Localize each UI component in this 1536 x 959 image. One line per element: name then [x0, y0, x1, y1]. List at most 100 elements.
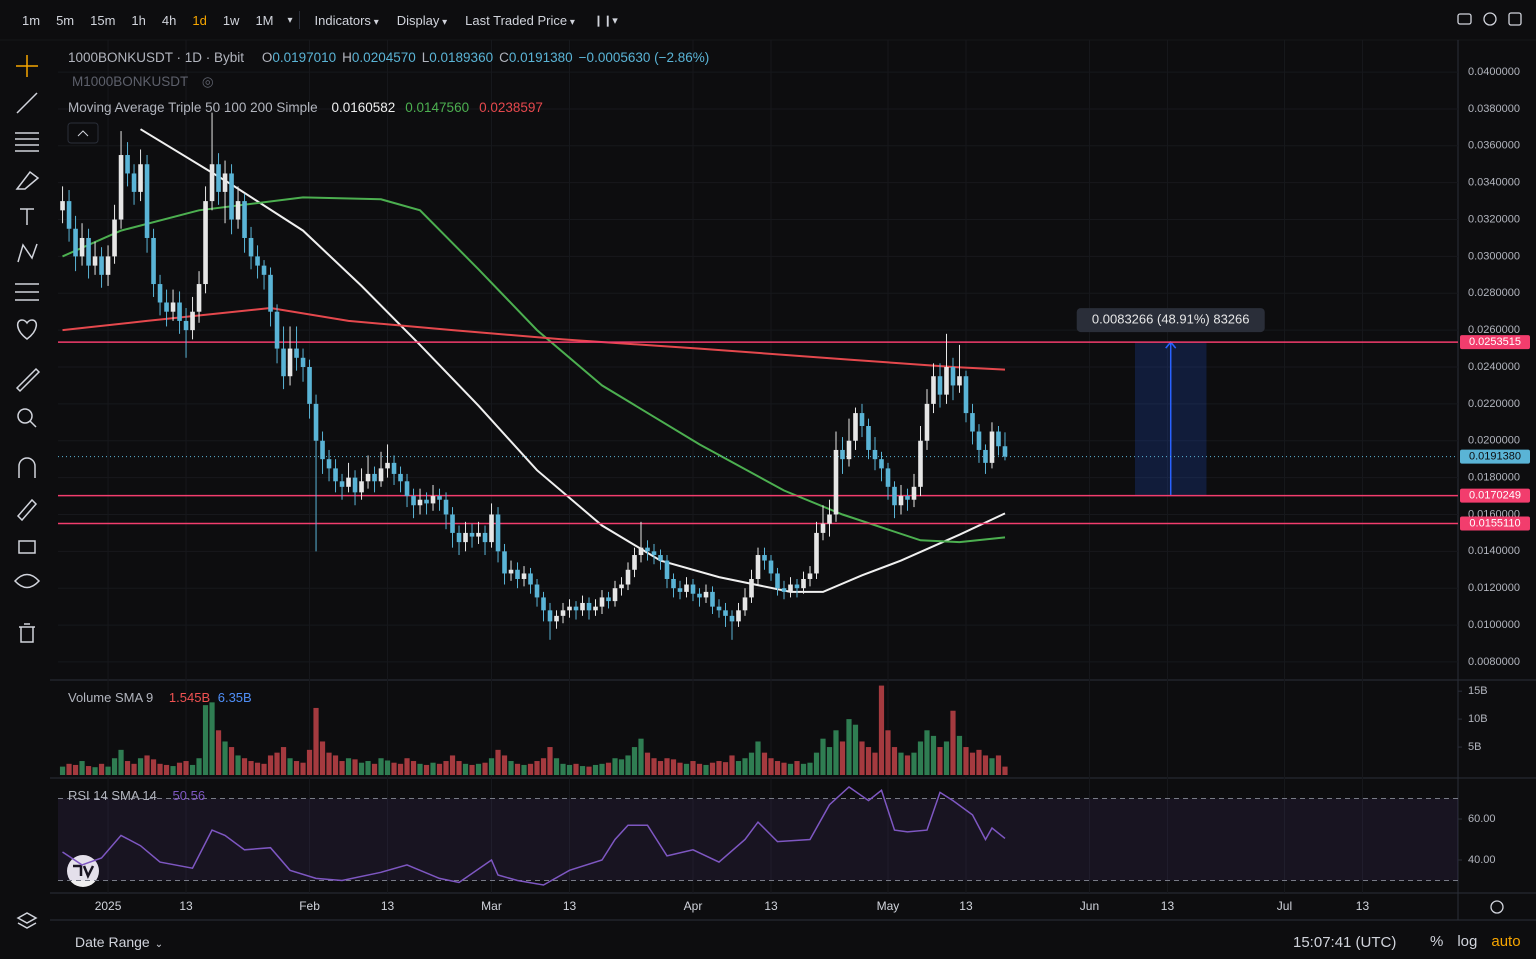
fib-tool[interactable]: [15, 132, 39, 152]
zoom-tool[interactable]: [17, 408, 33, 424]
visibility-tool[interactable]: [13, 573, 41, 589]
y-tick-label: 0.0340000: [1468, 177, 1520, 189]
brush-tool[interactable]: [15, 170, 40, 190]
ma-value: 0.0238597: [479, 100, 543, 115]
ma-legend: Moving Average Triple 50 100 200 Simple …: [68, 100, 543, 115]
percent-button[interactable]: %: [1430, 933, 1444, 950]
volume-bar: [124, 761, 131, 775]
volume-bar: [800, 763, 807, 775]
menu-button[interactable]: Display: [388, 13, 456, 28]
candle-body: [560, 610, 566, 616]
date-range-label[interactable]: Date Range: [75, 934, 150, 950]
settings-button[interactable]: [1483, 12, 1497, 26]
timeframe-button[interactable]: 1d: [192, 12, 207, 28]
timeframe-button[interactable]: 1m: [22, 12, 41, 28]
candle-body: [248, 237, 254, 257]
volume-bar: [137, 758, 144, 775]
volume-bar: [599, 763, 605, 775]
volume-bar: [878, 685, 885, 775]
timeframe-dropdown[interactable]: ▾: [287, 14, 293, 26]
delete-tool[interactable]: [19, 623, 35, 643]
collapse-legend-arrow[interactable]: [77, 130, 89, 137]
fullscreen-button[interactable]: [1508, 12, 1522, 26]
crosshair-tool[interactable]: [16, 55, 38, 77]
axis-settings-button[interactable]: [1490, 900, 1504, 914]
volume-bar: [105, 766, 111, 775]
volume-bar: [742, 758, 748, 775]
hidden-eye-icon[interactable]: ◎: [201, 74, 214, 89]
candle-body: [242, 201, 247, 238]
candle-body: [521, 573, 527, 579]
y-tick-label: 0.0240000: [1468, 361, 1520, 373]
collapse-legend-button[interactable]: [67, 122, 99, 144]
text-tool[interactable]: [20, 208, 34, 225]
pattern-tool[interactable]: [17, 243, 38, 263]
drawing-toolbar[interactable]: [13, 55, 41, 929]
auto-button[interactable]: auto: [1491, 933, 1521, 950]
candle-body: [99, 256, 104, 275]
timeframe-button[interactable]: 1h: [131, 12, 146, 28]
ruler-tool[interactable]: [15, 367, 41, 393]
candle-body: [924, 403, 930, 441]
candle-body: [918, 440, 923, 487]
volume-bar: [612, 758, 618, 775]
candle-body: [164, 302, 169, 312]
candle-body: [170, 302, 176, 312]
candle-body: [437, 496, 442, 500]
volume-bar: [508, 761, 514, 775]
symbol: 1000BONKUSDT · 1D · Bybit: [68, 50, 245, 65]
volume-bar: [937, 747, 943, 775]
timeframe-button[interactable]: 4h: [161, 12, 177, 28]
ohlc-value: −0.0005630 (−2.86%): [578, 50, 710, 65]
timeframe-button[interactable]: 1M: [255, 12, 274, 28]
candle-body: [931, 376, 936, 404]
candle-body: [599, 597, 605, 607]
top-toolbar: 1m 5m 15m 1h 4h 1d 1w 1M ▾ IndicatorsDisplayLast …: [0, 0, 1536, 40]
magnet-tool[interactable]: [18, 457, 36, 478]
timeframe-button[interactable]: 1w: [222, 12, 240, 28]
trend-line-tool[interactable]: [16, 92, 38, 114]
candle-body: [885, 468, 891, 487]
snapshot-button[interactable]: [1457, 13, 1472, 25]
volume-bar: [657, 761, 664, 775]
volume-bar: [852, 724, 859, 775]
y-tick-label: 0.0120000: [1468, 582, 1520, 594]
zoom-tool-handle[interactable]: [29, 420, 37, 428]
favorites-tool[interactable]: [17, 319, 37, 340]
top-right-icons[interactable]: [1457, 12, 1522, 914]
candle-body: [255, 256, 260, 266]
volume-bar: [59, 766, 66, 775]
volume-bar: [85, 766, 92, 775]
candle-body: [905, 496, 910, 500]
forecast-tool[interactable]: [15, 283, 39, 301]
candle-body: [365, 473, 371, 482]
volume-bar: [703, 764, 709, 775]
volume-bar: [209, 702, 215, 775]
timeframe-button[interactable]: 15m: [90, 12, 116, 28]
volume-bar: [521, 764, 527, 775]
dropdown-arrow[interactable]: ⌄: [154, 939, 164, 950]
volume-bar: [813, 752, 820, 775]
volume-bar: [261, 763, 267, 775]
menu-button[interactable]: Indicators: [306, 13, 388, 28]
stay-drawing-tool[interactable]: [16, 498, 38, 522]
lock-tool[interactable]: [18, 540, 36, 554]
object-tree[interactable]: [16, 912, 38, 929]
date-range-button[interactable]: Date Range ⌄: [75, 934, 163, 950]
chart-type-button[interactable]: ❙❙▾: [593, 14, 618, 27]
candle-body: [222, 173, 228, 192]
log-button[interactable]: log: [1457, 933, 1478, 950]
timeframe-button[interactable]: 5m: [56, 12, 75, 28]
candle-body: [684, 584, 689, 592]
y-tick-label: 0.0400000: [1468, 66, 1520, 78]
menu-button[interactable]: Last Traded Price: [456, 13, 584, 28]
candle-body: [690, 584, 696, 594]
volume-bar: [176, 762, 183, 775]
volume-bar: [79, 761, 85, 775]
candle-body: [352, 477, 358, 493]
volume-bar: [950, 710, 956, 775]
volume-bar: [527, 763, 534, 775]
level-price-label: 0.0155110: [1469, 517, 1520, 529]
candle-body: [183, 320, 189, 331]
volume-bar: [482, 762, 488, 775]
